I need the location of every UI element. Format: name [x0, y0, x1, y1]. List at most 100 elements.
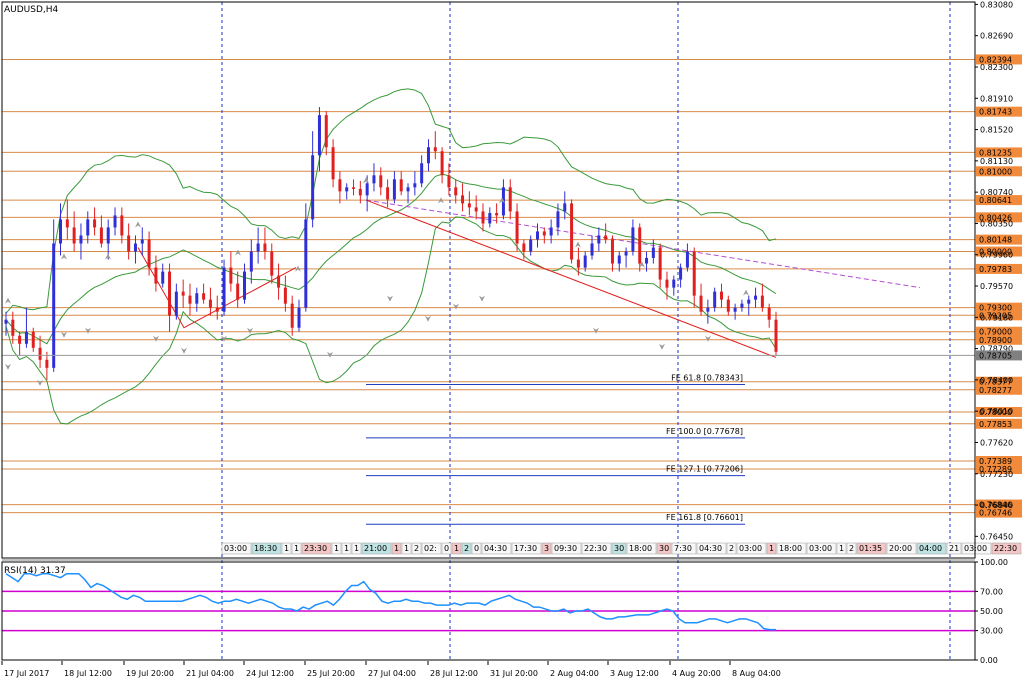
candle[interactable]: [52, 243, 56, 368]
candle[interactable]: [24, 331, 28, 344]
candle[interactable]: [324, 115, 328, 148]
candle[interactable]: [249, 251, 253, 272]
candle[interactable]: [638, 227, 642, 264]
candle[interactable]: [433, 147, 437, 152]
candle[interactable]: [18, 335, 22, 344]
candle[interactable]: [358, 188, 362, 196]
candle[interactable]: [733, 307, 737, 312]
candle[interactable]: [270, 251, 274, 276]
candle[interactable]: [45, 359, 49, 368]
candle[interactable]: [672, 279, 676, 288]
candle[interactable]: [426, 147, 430, 164]
candle[interactable]: [147, 239, 151, 268]
candle[interactable]: [740, 303, 744, 308]
candle[interactable]: [38, 347, 42, 360]
candle[interactable]: [188, 295, 192, 304]
candle[interactable]: [440, 151, 444, 176]
candle[interactable]: [208, 299, 212, 308]
candle[interactable]: [699, 295, 703, 312]
candle[interactable]: [488, 213, 492, 224]
candle[interactable]: [386, 187, 390, 200]
candle[interactable]: [222, 267, 226, 312]
candle[interactable]: [65, 219, 69, 228]
candle[interactable]: [72, 227, 76, 244]
candle[interactable]: [379, 175, 383, 188]
candle[interactable]: [372, 175, 376, 184]
candle[interactable]: [168, 271, 172, 316]
candle[interactable]: [563, 203, 567, 212]
zigzag-line[interactable]: [137, 247, 297, 329]
candle[interactable]: [338, 179, 342, 192]
candle[interactable]: [590, 243, 594, 256]
candle[interactable]: [31, 331, 35, 348]
candle[interactable]: [447, 175, 451, 188]
candle[interactable]: [685, 251, 689, 268]
candle[interactable]: [474, 207, 478, 212]
candle[interactable]: [181, 291, 185, 296]
candle[interactable]: [774, 319, 778, 352]
candle[interactable]: [617, 255, 621, 264]
candle[interactable]: [11, 319, 15, 336]
candle[interactable]: [202, 293, 206, 300]
resistance-trendline[interactable]: [365, 199, 921, 289]
candle[interactable]: [645, 257, 649, 264]
candle[interactable]: [399, 179, 403, 192]
candle[interactable]: [706, 307, 710, 312]
candle[interactable]: [365, 183, 369, 196]
candle[interactable]: [651, 247, 655, 258]
candle[interactable]: [106, 227, 110, 244]
candle[interactable]: [754, 295, 758, 300]
candle[interactable]: [610, 239, 614, 264]
candle[interactable]: [481, 211, 485, 224]
candle[interactable]: [277, 275, 281, 288]
candle[interactable]: [413, 183, 417, 188]
candle[interactable]: [760, 295, 764, 308]
candle[interactable]: [311, 155, 315, 220]
candle[interactable]: [392, 179, 396, 200]
candle[interactable]: [665, 279, 669, 288]
candle[interactable]: [747, 299, 751, 304]
candle[interactable]: [236, 283, 240, 300]
candle[interactable]: [120, 215, 124, 236]
candle[interactable]: [536, 231, 540, 240]
candle[interactable]: [283, 287, 287, 304]
candle[interactable]: [215, 307, 219, 312]
candle[interactable]: [767, 307, 771, 320]
candle[interactable]: [345, 187, 349, 192]
candle[interactable]: [454, 187, 458, 196]
candle[interactable]: [679, 267, 683, 280]
candle[interactable]: [508, 187, 512, 212]
candle[interactable]: [658, 247, 662, 280]
candle[interactable]: [154, 267, 158, 284]
candle[interactable]: [522, 243, 526, 252]
candle[interactable]: [256, 243, 260, 252]
candle[interactable]: [86, 219, 90, 236]
candle[interactable]: [174, 291, 178, 316]
candle[interactable]: [570, 203, 574, 260]
candle[interactable]: [726, 299, 730, 312]
candle[interactable]: [4, 319, 8, 324]
candle[interactable]: [576, 259, 580, 268]
candle[interactable]: [631, 227, 635, 252]
candle[interactable]: [692, 251, 696, 296]
candle[interactable]: [713, 291, 717, 308]
candle[interactable]: [604, 235, 608, 240]
candle[interactable]: [297, 307, 301, 328]
candle[interactable]: [59, 219, 63, 244]
candle[interactable]: [242, 271, 246, 300]
candle[interactable]: [461, 195, 465, 204]
candle[interactable]: [263, 243, 267, 252]
support-trendline[interactable]: [365, 199, 777, 358]
rsi-line[interactable]: [5, 573, 776, 631]
candle[interactable]: [549, 227, 553, 236]
candle[interactable]: [229, 267, 233, 284]
candle[interactable]: [495, 213, 499, 216]
candle[interactable]: [719, 291, 723, 300]
candle[interactable]: [161, 271, 165, 284]
candle[interactable]: [556, 211, 560, 228]
candle[interactable]: [290, 303, 294, 328]
candle[interactable]: [352, 187, 356, 189]
candle[interactable]: [113, 215, 117, 228]
candle[interactable]: [624, 251, 628, 256]
